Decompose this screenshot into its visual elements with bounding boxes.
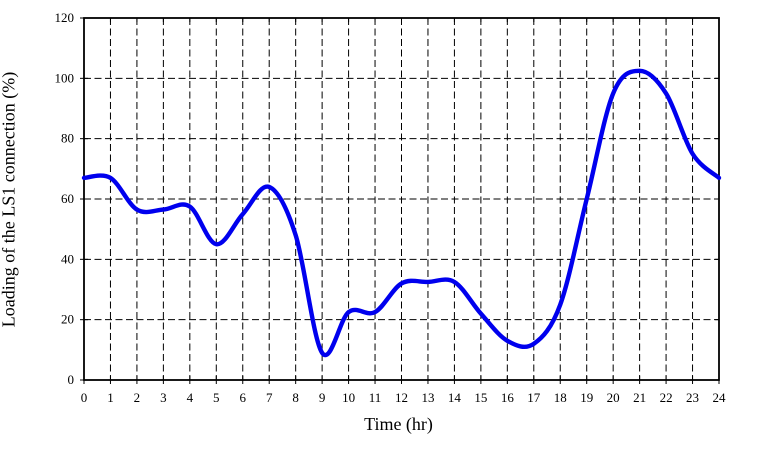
svg-text:5: 5	[213, 390, 220, 405]
svg-text:18: 18	[554, 390, 567, 405]
svg-text:17: 17	[527, 390, 541, 405]
svg-text:19: 19	[580, 390, 593, 405]
svg-text:14: 14	[448, 390, 462, 405]
svg-text:7: 7	[266, 390, 273, 405]
svg-text:24: 24	[713, 390, 727, 405]
svg-text:16: 16	[501, 390, 515, 405]
svg-text:10: 10	[342, 390, 355, 405]
svg-text:9: 9	[319, 390, 326, 405]
svg-text:8: 8	[292, 390, 299, 405]
svg-text:80: 80	[61, 131, 74, 146]
svg-text:12: 12	[395, 390, 408, 405]
svg-text:15: 15	[474, 390, 487, 405]
svg-text:20: 20	[607, 390, 620, 405]
svg-text:2: 2	[134, 390, 141, 405]
svg-text:120: 120	[55, 10, 75, 25]
svg-text:0: 0	[81, 390, 88, 405]
svg-text:11: 11	[369, 390, 382, 405]
svg-text:1: 1	[107, 390, 114, 405]
svg-text:0: 0	[68, 372, 75, 387]
svg-text:100: 100	[55, 70, 75, 85]
svg-text:3: 3	[160, 390, 167, 405]
svg-text:40: 40	[61, 251, 74, 266]
svg-text:23: 23	[686, 390, 699, 405]
svg-text:20: 20	[61, 312, 74, 327]
svg-text:6: 6	[240, 390, 247, 405]
svg-text:22: 22	[660, 390, 673, 405]
svg-text:60: 60	[61, 191, 74, 206]
svg-text:4: 4	[187, 390, 194, 405]
svg-text:21: 21	[633, 390, 646, 405]
svg-text:13: 13	[421, 390, 434, 405]
